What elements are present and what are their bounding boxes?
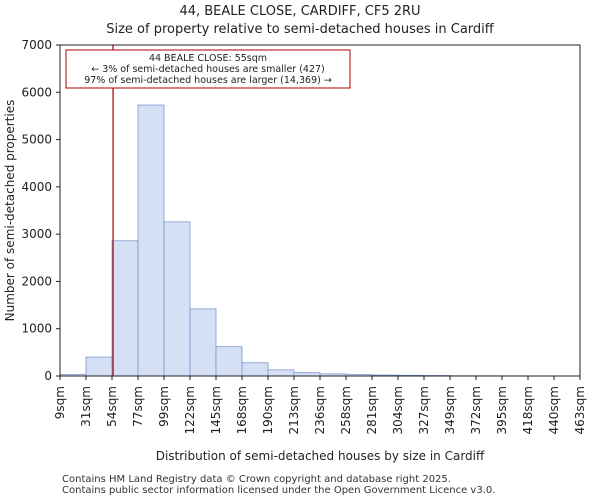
x-tick-label: 168sqm (235, 386, 249, 434)
y-tick-label: 6000 (21, 85, 52, 99)
x-tick-label: 349sqm (443, 386, 457, 434)
x-tick-label: 418sqm (521, 386, 535, 434)
histogram-bar (163, 221, 191, 377)
x-tick-label: 77sqm (131, 386, 145, 427)
y-axis-ticks: 0 1000 2000 3000 4000 5000 6000 7000 (21, 38, 60, 383)
y-tick-label: 0 (44, 369, 52, 383)
chart-subtitle: Size of property relative to semi-detach… (106, 22, 494, 37)
histogram-bar (241, 362, 269, 377)
annotation-line-1: 44 BEALE CLOSE: 55sqm (149, 53, 267, 64)
x-tick-label: 395sqm (495, 386, 509, 434)
annotation-border (65, 49, 351, 89)
histogram-bar (137, 104, 165, 377)
annotation-line-2: ← 3% of semi-detached houses are smaller… (91, 64, 325, 75)
x-tick-label: 145sqm (209, 386, 223, 434)
x-tick-label: 236sqm (313, 386, 327, 434)
y-tick-label: 7000 (21, 38, 52, 52)
histogram-bar (215, 346, 243, 377)
x-tick-label: 190sqm (261, 386, 275, 434)
x-tick-label: 122sqm (183, 386, 197, 434)
x-tick-label: 258sqm (339, 386, 353, 434)
histogram-bar (111, 240, 139, 377)
x-tick-label: 281sqm (365, 386, 379, 434)
x-tick-label: 463sqm (573, 386, 587, 434)
y-tick-label: 3000 (21, 227, 52, 241)
y-tick-label: 2000 (21, 274, 52, 288)
histogram-bar (267, 369, 295, 377)
x-tick-label: 213sqm (287, 386, 301, 434)
y-tick-label: 4000 (21, 180, 52, 194)
histogram-bar (189, 308, 217, 377)
x-tick-label: 440sqm (547, 386, 561, 434)
x-axis-ticks: 9sqm 31sqm 54sqm 77sqm 99sqm 122sqm 145sqm 168s… (53, 376, 587, 434)
x-axis-label: Distribution of semi-detached houses by … (156, 449, 485, 463)
x-tick-label: 99sqm (157, 386, 171, 427)
footer-line-1: Contains HM Land Registry data © Crown c… (62, 474, 451, 485)
x-tick-label: 372sqm (469, 386, 483, 434)
y-tick-label: 5000 (21, 133, 52, 147)
x-tick-label: 31sqm (79, 386, 93, 427)
bars (59, 104, 581, 377)
x-tick-label: 9sqm (53, 386, 67, 419)
annotation-box: 44 BEALE CLOSE: 55sqm ← 3% of semi-detac… (65, 49, 351, 89)
histogram-bar (85, 356, 113, 377)
x-tick-label: 304sqm (391, 386, 405, 434)
annotation-line-3: 97% of semi-detached houses are larger (… (84, 75, 332, 86)
x-tick-label: 54sqm (105, 386, 119, 427)
y-tick-label: 1000 (21, 322, 52, 336)
y-axis-label: Number of semi-detached properties (3, 100, 17, 322)
x-tick-label: 327sqm (417, 386, 431, 434)
footer-line-2: Contains public sector information licen… (62, 485, 496, 496)
chart-title: 44, BEALE CLOSE, CARDIFF, CF5 2RU (179, 4, 421, 19)
